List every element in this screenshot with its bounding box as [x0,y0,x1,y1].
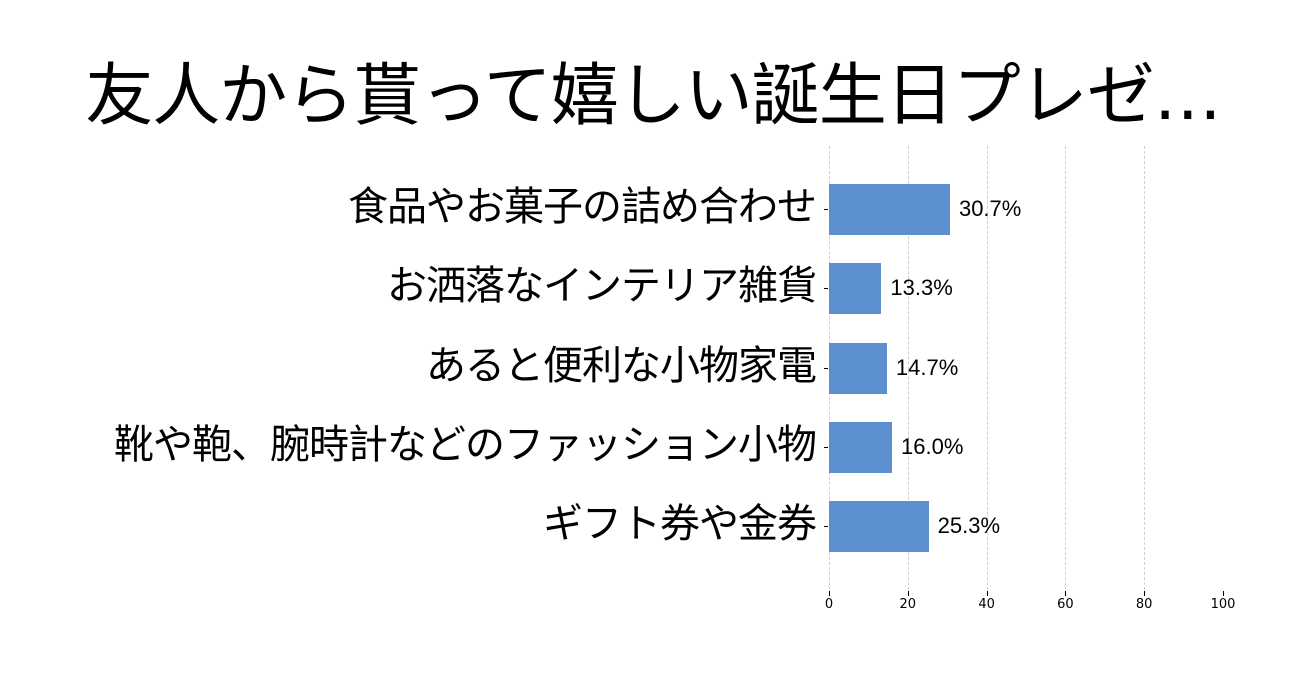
category-label: あると便利な小物家電 [426,343,817,389]
x-tick [907,591,909,596]
bar [829,184,950,235]
x-tick-label: 20 [899,597,917,612]
value-label: 30.7% [958,196,1022,221]
gridline [1144,146,1146,590]
category-label: ギフト券や金券 [543,501,817,547]
value-label: 13.3% [890,275,953,300]
x-tick-label: 100 [1210,597,1236,612]
y-tick [824,288,828,289]
gridline [986,146,988,590]
x-tick [829,591,830,596]
chart-title: 友人から貰って嬉しい誕生日プレゼ… [85,57,1222,136]
value-label: 14.7% [895,355,959,380]
bar [829,343,887,394]
value-label: 25.3% [937,513,1001,538]
x-tick [1223,591,1224,596]
x-tick-label: 40 [978,597,995,612]
x-tick [986,591,988,596]
y-tick [824,526,828,527]
y-tick [824,368,828,369]
y-tick [824,209,828,210]
gridline [907,146,909,590]
y-tick [824,447,828,448]
x-tick [1144,591,1146,596]
category-label: 靴や鞄、腕時計などのファッション小物 [114,422,817,468]
x-tick-label: 80 [1135,597,1153,612]
x-tick-label: 60 [1057,597,1074,612]
gridline [1065,146,1067,590]
x-tick [1065,591,1067,596]
plot-area [824,146,1223,590]
bar [829,501,929,552]
bar [829,263,882,314]
x-tick-label: 0 [824,597,834,612]
category-label: お洒落なインテリア雑貨 [387,263,817,309]
category-label: 食品やお菓子の詰め合わせ [348,184,817,230]
bar [829,422,893,473]
value-label: 16.0% [901,434,964,459]
